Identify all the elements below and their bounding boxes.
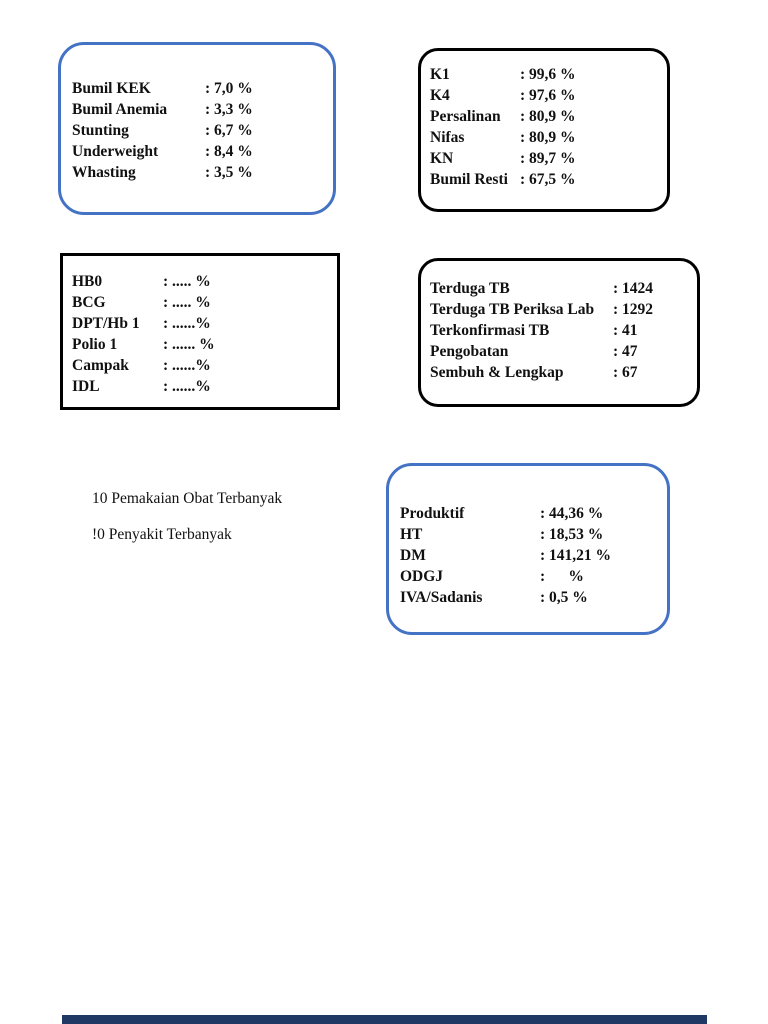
stat-row: Bumil Anemia : 3,3 % bbox=[72, 99, 325, 120]
stat-value: : ...... % bbox=[163, 336, 215, 353]
stat-value: : 80,9 % bbox=[520, 108, 576, 125]
ptm-stats-box: Produktif : 44,36 % HT : 18,53 % DM : 141,2… bbox=[386, 463, 670, 635]
stat-label: Terkonfirmasi TB bbox=[430, 322, 550, 339]
stat-label: K4 bbox=[430, 87, 450, 104]
stat-value: : ..... % bbox=[163, 294, 211, 311]
stat-label: Underweight bbox=[72, 143, 159, 160]
stat-label: ODGJ bbox=[400, 568, 444, 585]
stat-value: : 3,5 % bbox=[205, 164, 253, 181]
stat-label: Sembuh & Lengkap bbox=[430, 364, 564, 381]
stat-row: Pengobatan : 47 bbox=[430, 341, 691, 362]
stat-value: : 8,4 % bbox=[205, 143, 253, 160]
stat-row: BCG : ..... % bbox=[72, 292, 329, 313]
stat-value: : ......% bbox=[163, 378, 211, 395]
stat-row: IVA/Sadanis : 0,5 % bbox=[400, 587, 661, 608]
stat-label: Terduga TB Periksa Lab bbox=[430, 301, 595, 318]
nutrition-stats-box: Bumil KEK : 7,0 % Bumil Anemia : 3,3 % Stu… bbox=[58, 42, 336, 215]
stat-row: Produktif : 44,36 % bbox=[400, 503, 661, 524]
stat-row: Underweight : 8,4 % bbox=[72, 141, 325, 162]
stat-value: : 99,6 % bbox=[520, 66, 576, 83]
stat-label: IDL bbox=[72, 378, 100, 395]
stat-value: : ......% bbox=[163, 357, 211, 374]
stat-value: : 89,7 % bbox=[520, 150, 576, 167]
stat-row: DM : 141,21 % bbox=[400, 545, 661, 566]
stat-row: Nifas : 80,9 % bbox=[430, 127, 661, 148]
maternal-stats-box: K1 : 99,6 % K4 : 97,6 % Persalinan : 80,9 %… bbox=[418, 48, 670, 212]
stat-row: KN : 89,7 % bbox=[430, 148, 661, 169]
stat-value: : 1292 bbox=[613, 301, 654, 318]
stat-label: Persalinan bbox=[430, 108, 501, 125]
stat-value: : ......% bbox=[163, 315, 211, 332]
stat-row: Stunting : 6,7 % bbox=[72, 120, 325, 141]
stat-row: Polio 1 : ...... % bbox=[72, 334, 329, 355]
stat-row: IDL : ......% bbox=[72, 376, 329, 397]
stat-value: : 67 bbox=[613, 364, 638, 381]
stat-row: HB0 : ..... % bbox=[72, 271, 329, 292]
stat-label: Stunting bbox=[72, 122, 129, 139]
stat-label: Terduga TB bbox=[430, 280, 510, 297]
stat-row: HT : 18,53 % bbox=[400, 524, 661, 545]
stat-value: : 3,3 % bbox=[205, 101, 253, 118]
stat-row: Bumil Resti : 67,5 % bbox=[430, 169, 661, 190]
stat-label: DM bbox=[400, 547, 426, 564]
stat-row: DPT/Hb 1 : ......% bbox=[72, 313, 329, 334]
stat-label: Nifas bbox=[430, 129, 465, 146]
bottom-partial-bar bbox=[62, 1015, 707, 1024]
stat-label: Whasting bbox=[72, 164, 136, 181]
stat-label: HB0 bbox=[72, 273, 103, 290]
stat-label: Polio 1 bbox=[72, 336, 118, 353]
stat-label: Campak bbox=[72, 357, 129, 374]
stat-value: : 80,9 % bbox=[520, 129, 576, 146]
stat-value: : 41 bbox=[613, 322, 638, 339]
stat-label: KN bbox=[430, 150, 454, 167]
stat-label: Bumil Resti bbox=[430, 171, 508, 188]
stat-value: : ..... % bbox=[163, 273, 211, 290]
stat-row: K4 : 97,6 % bbox=[430, 85, 661, 106]
stat-row: Campak : ......% bbox=[72, 355, 329, 376]
stat-row: Whasting : 3,5 % bbox=[72, 162, 325, 183]
stat-value: : 18,53 % bbox=[540, 526, 604, 543]
stat-label: Bumil KEK bbox=[72, 80, 151, 97]
stat-row: Terduga TB : 1424 bbox=[430, 278, 691, 299]
stat-row: Sembuh & Lengkap : 67 bbox=[430, 362, 691, 383]
stat-label: Pengobatan bbox=[430, 343, 509, 360]
stat-row: Persalinan : 80,9 % bbox=[430, 106, 661, 127]
stat-value: : 7,0 % bbox=[205, 80, 253, 97]
stat-label: Bumil Anemia bbox=[72, 101, 168, 118]
immunization-stats-box: HB0 : ..... % BCG : ..... % DPT/Hb 1 : ....… bbox=[60, 253, 340, 410]
stat-value: : 141,21 % bbox=[540, 547, 612, 564]
tb-stats-box: Terduga TB : 1424 Terduga TB Periksa Lab:… bbox=[418, 258, 700, 407]
stat-value: : 47 bbox=[613, 343, 638, 360]
stat-value: : 44,36 % bbox=[540, 505, 604, 522]
stat-label: K1 bbox=[430, 66, 450, 83]
stat-value: : 6,7 % bbox=[205, 122, 253, 139]
stat-label: IVA/Sadanis bbox=[400, 589, 483, 606]
note-pemakaian-obat: 10 Pemakaian Obat Terbanyak bbox=[92, 490, 283, 507]
stat-value: : 1424 bbox=[613, 280, 654, 297]
stat-row: Terkonfirmasi TB : 41 bbox=[430, 320, 691, 341]
stat-label: Produktif bbox=[400, 505, 465, 522]
stat-row: ODGJ : % bbox=[400, 566, 661, 587]
stat-value: : 67,5 % bbox=[520, 171, 576, 188]
stat-row: Terduga TB Periksa Lab : 1292 bbox=[430, 299, 691, 320]
stat-row: K1 : 99,6 % bbox=[430, 64, 661, 85]
stat-label: DPT/Hb 1 bbox=[72, 315, 140, 332]
stat-value: : 97,6 % bbox=[520, 87, 576, 104]
stat-label: BCG bbox=[72, 294, 106, 311]
stat-label: HT bbox=[400, 526, 423, 543]
stat-value: : % bbox=[540, 568, 584, 585]
stat-value: : 0,5 % bbox=[540, 589, 588, 606]
stat-row: Bumil KEK : 7,0 % bbox=[72, 78, 325, 99]
note-penyakit-terbanyak: !0 Penyakit Terbanyak bbox=[92, 526, 232, 543]
